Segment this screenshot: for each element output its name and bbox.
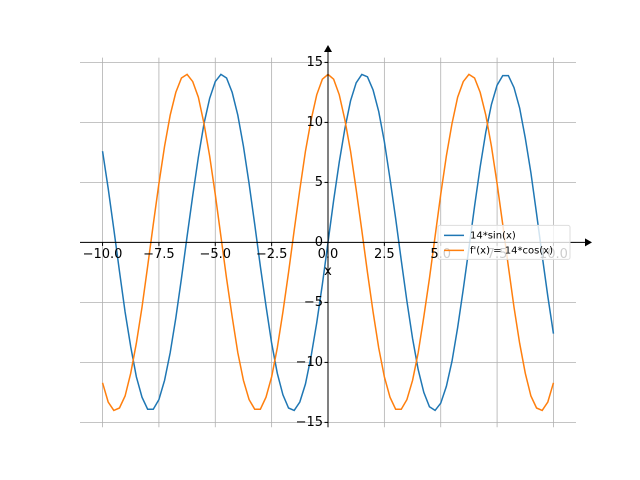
legend: 14*sin(x) f'(x) = 14*cos(x) <box>437 224 571 260</box>
y-tick-label: 5 <box>315 175 323 190</box>
y-arrow <box>324 45 332 52</box>
x-tick-label: −10.0 <box>83 247 123 262</box>
x-tick-label: 2.5 <box>374 247 395 262</box>
legend-label: 14*sin(x) <box>470 230 516 241</box>
x-tick-label: −7.5 <box>143 247 175 262</box>
y-tick-label: −5 <box>304 295 323 310</box>
x-tick-label: −5.0 <box>199 247 231 262</box>
x-arrow <box>585 238 592 247</box>
y-tick-label: 15 <box>306 55 323 70</box>
y-tick-label: 10 <box>306 115 323 130</box>
x-axis-label: x <box>324 264 332 279</box>
y-tick-label: −15 <box>296 415 323 430</box>
legend-box <box>437 224 571 260</box>
legend-label: f'(x) = 14*cos(x) <box>470 245 553 256</box>
x-tick-label: −2.5 <box>256 247 288 262</box>
y-tick-label: −10 <box>296 355 323 370</box>
